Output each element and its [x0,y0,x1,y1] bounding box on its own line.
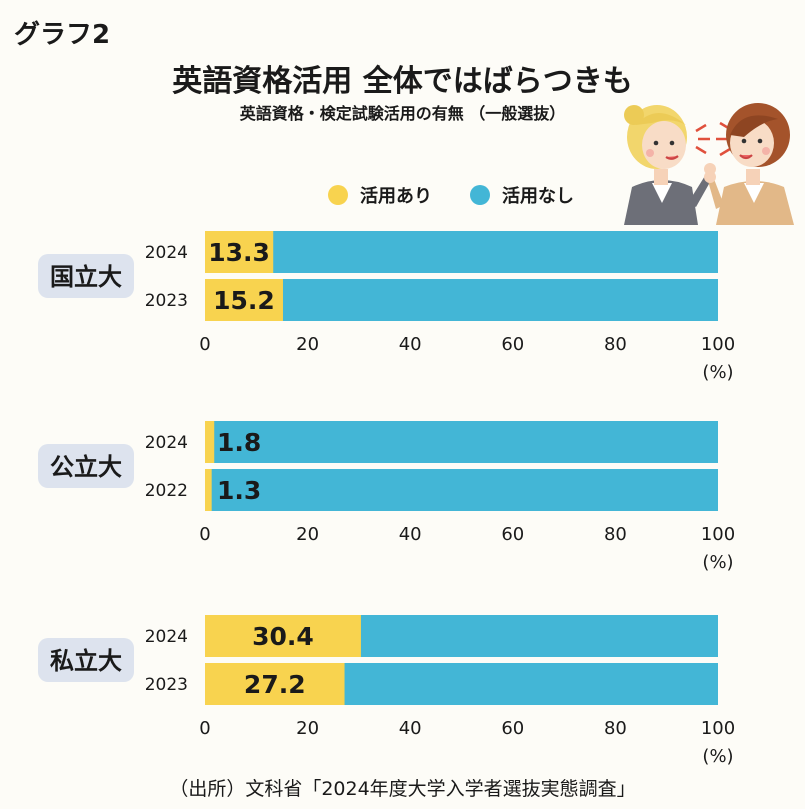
illustration-two-people-talking [624,103,794,225]
x-tick-label: 80 [604,334,627,355]
legend-item-not-used: 活用なし [470,182,574,208]
group-label-bg [38,444,134,488]
year-label: 2023 [145,291,188,311]
x-tick-label: 40 [399,718,422,739]
year-label: 2023 [145,675,188,695]
legend-item-used: 活用あり [328,182,432,208]
data-label: 1.8 [217,428,261,457]
bar-used [205,279,283,321]
x-tick-label: 20 [296,524,319,545]
bar-used [205,421,215,463]
woman-brunette-figure [704,103,794,225]
legend-label-used: 活用あり [360,186,432,207]
group-label: 国立大 [50,263,122,291]
group-label-bg [38,254,134,298]
bar-not-used [205,279,718,321]
x-tick-label: 80 [604,718,627,739]
data-label: 27.2 [244,670,306,699]
x-tick-label: 100 [701,524,735,545]
legend-swatch-not-used [470,185,490,205]
x-axis-unit: (%) [702,362,733,383]
x-tick-label: 40 [399,524,422,545]
bar-used [205,615,361,657]
x-tick-label: 20 [296,718,319,739]
x-tick-label: 20 [296,334,319,355]
data-label: 1.3 [217,476,261,505]
x-tick-label: 60 [501,524,524,545]
year-label: 2024 [145,627,188,647]
x-tick-label: 40 [399,334,422,355]
chart-subtitle: 英語資格・検定試験活用の有無 （一般選抜） [239,104,566,123]
legend-label-not-used: 活用なし [502,186,574,207]
legend-swatch-used [328,185,348,205]
data-label: 15.2 [213,286,275,315]
bar-not-used [205,421,718,463]
bar-used [205,469,212,511]
bar-used [205,663,345,705]
year-label: 2022 [145,481,188,501]
source-note: （出所）文科省「2024年度大学入学者選抜実態調査」 [169,778,636,800]
x-tick-label: 100 [701,334,735,355]
chart-legend: 活用あり 活用なし [328,182,612,208]
woman-blonde-figure [624,105,716,225]
x-axis-unit: (%) [702,746,733,767]
data-label: 13.3 [208,238,270,267]
bar-not-used [205,469,718,511]
x-tick-label: 0 [199,718,210,739]
group-label: 私立大 [50,647,122,675]
x-tick-label: 0 [199,524,210,545]
x-tick-label: 80 [604,524,627,545]
year-label: 2024 [145,433,188,453]
x-axis-unit: (%) [702,552,733,573]
bar-used [205,231,274,273]
chart-title: 英語資格活用 全体ではばらつきも [172,64,633,99]
x-tick-label: 0 [199,334,210,355]
figure-label: グラフ2 [14,20,111,50]
x-tick-label: 60 [501,718,524,739]
bar-not-used [205,231,718,273]
group-label: 公立大 [50,453,122,481]
year-label: 2024 [145,243,188,263]
group-label-bg [38,638,134,682]
data-label: 30.4 [252,622,314,651]
x-tick-label: 100 [701,718,735,739]
x-tick-label: 60 [501,334,524,355]
